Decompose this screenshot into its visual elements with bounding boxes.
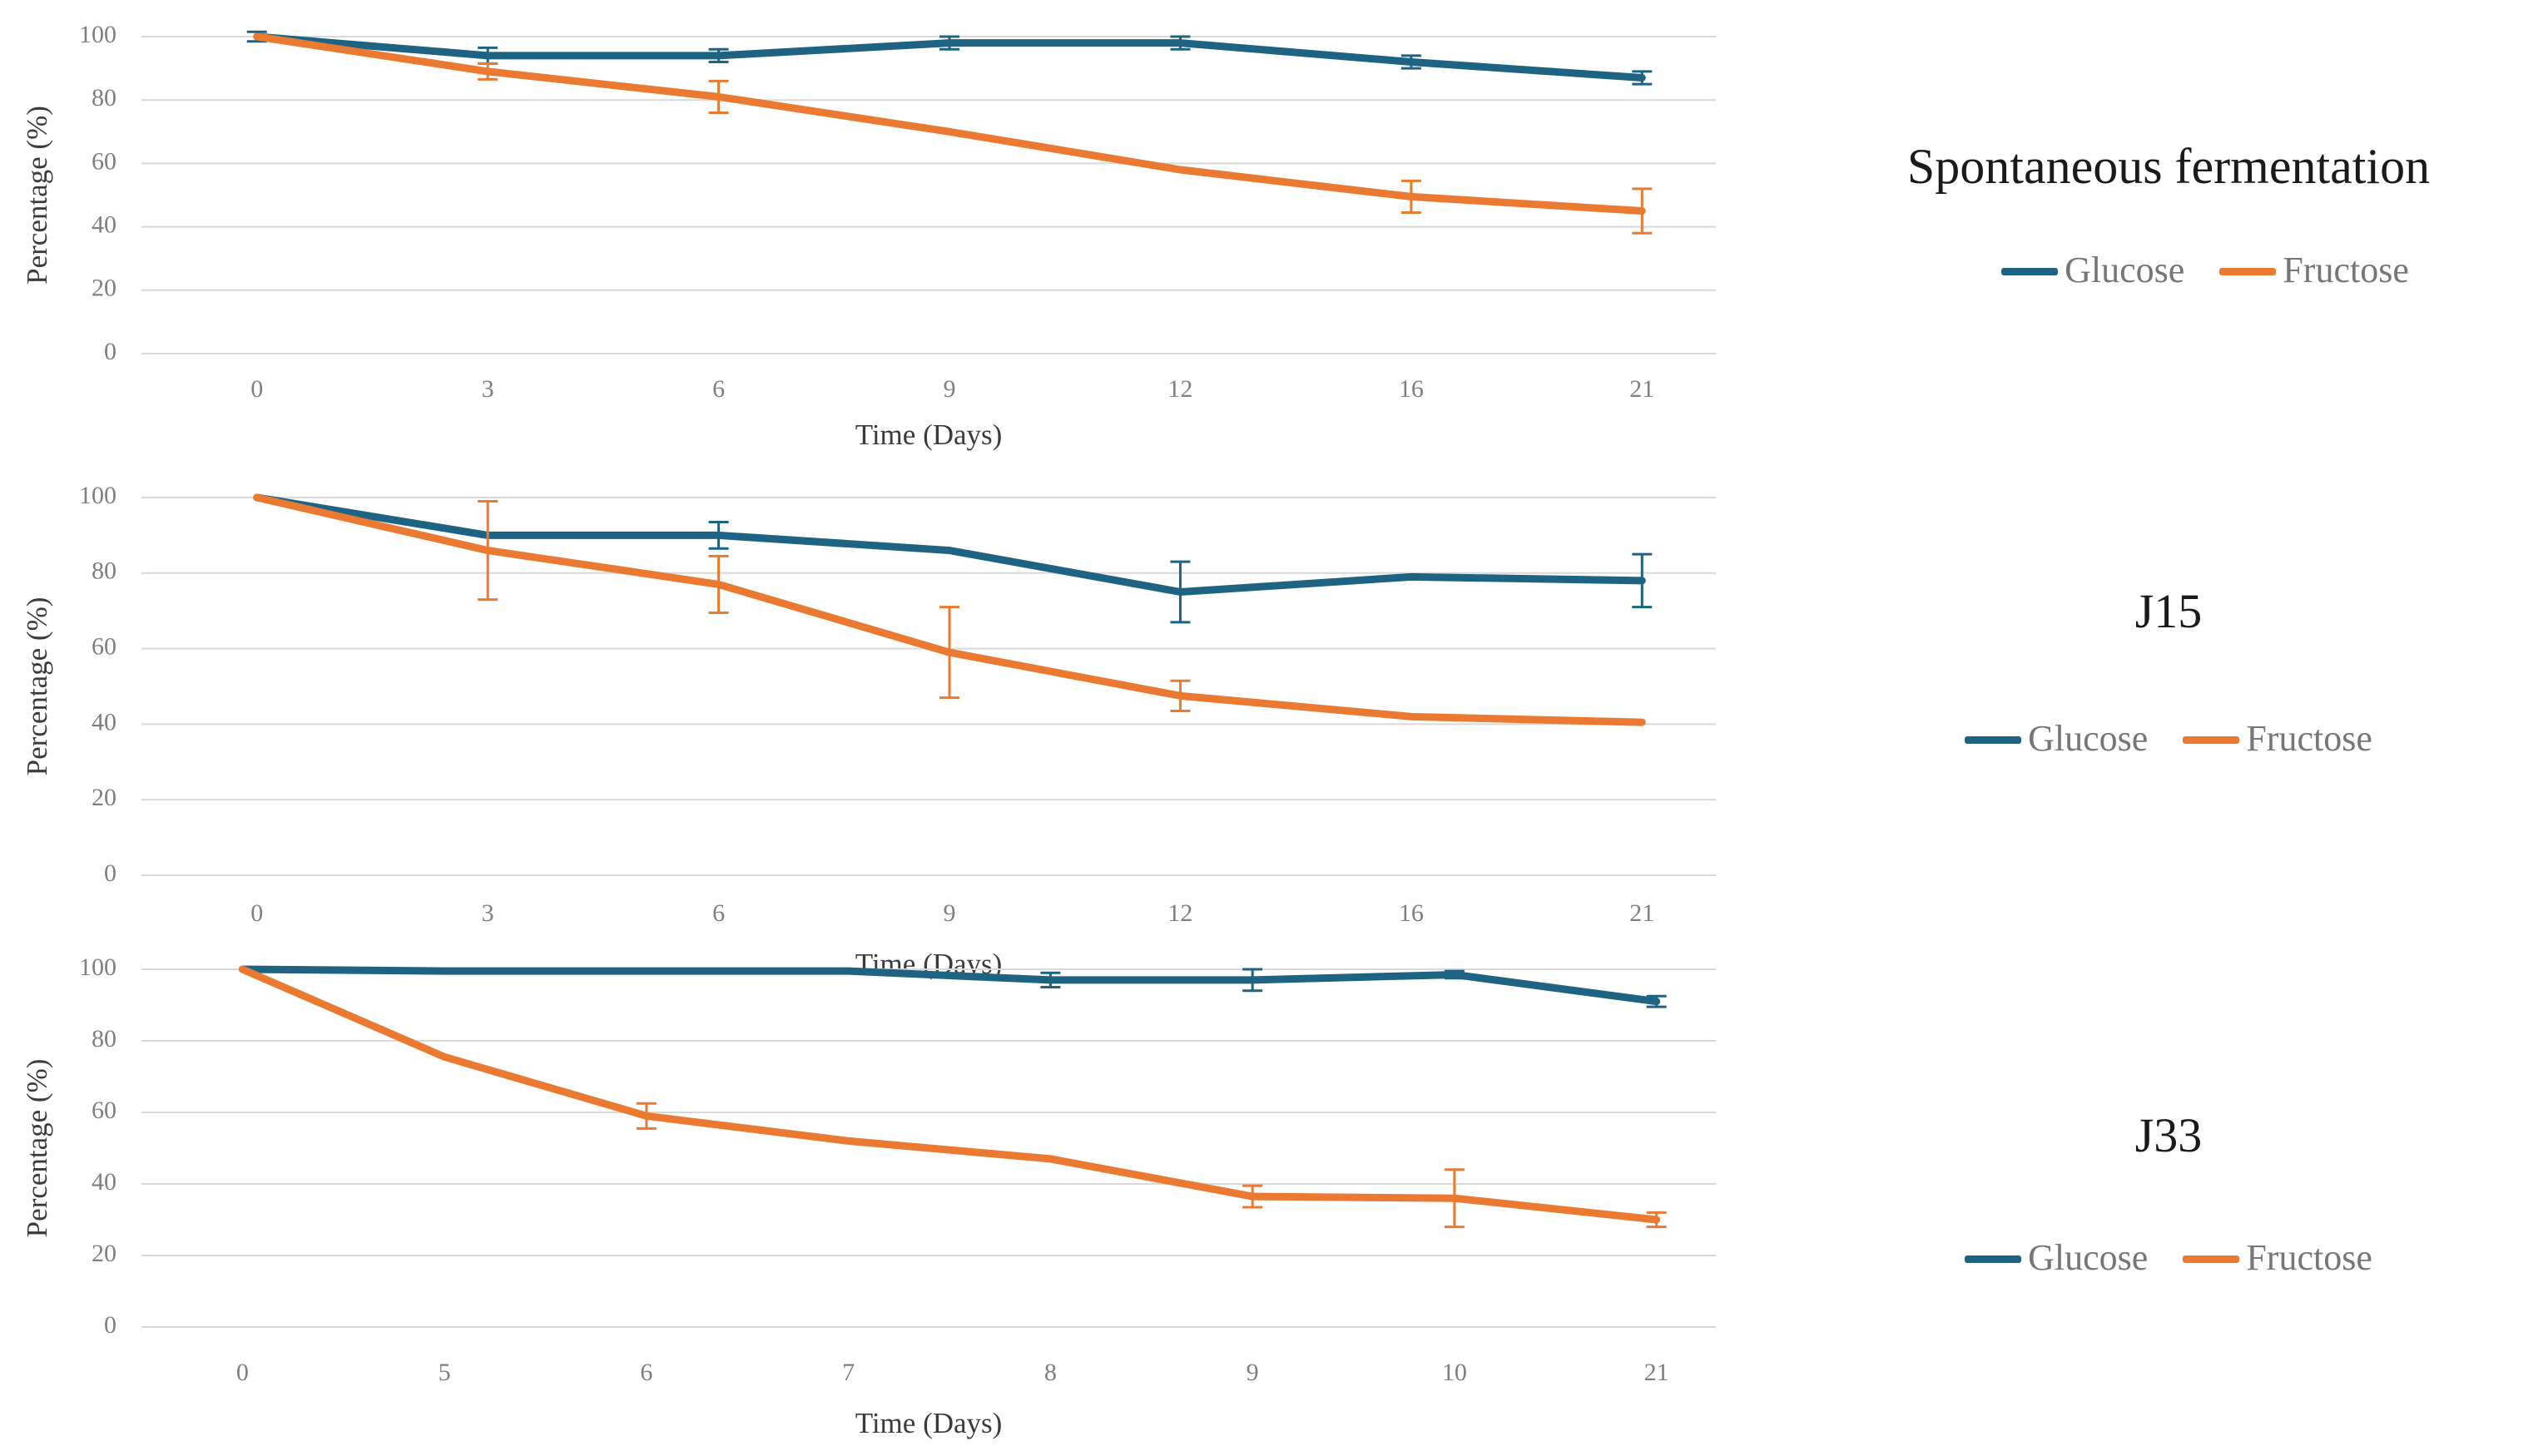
x-tick-label: 3 xyxy=(482,899,494,927)
y-tick-label: 20 xyxy=(92,784,116,811)
glucose-legend-dash xyxy=(1965,1255,2022,1264)
glucose-error-bar xyxy=(1632,70,1653,86)
x-tick-label: 9 xyxy=(944,899,956,927)
panel-title-j15: J15 xyxy=(2134,584,2203,638)
legend-label-fructose: Fructose xyxy=(2246,718,2372,759)
glucose-error-bar xyxy=(1170,35,1191,51)
glucose-error-bar xyxy=(1242,968,1263,993)
y-tick-label: 20 xyxy=(92,1240,116,1267)
y-tick-label: 80 xyxy=(92,1025,116,1052)
x-tick-label: 7 xyxy=(842,1359,855,1386)
panel-title-j33: J33 xyxy=(2134,1108,2203,1162)
y-tick-label: 0 xyxy=(104,338,116,365)
x-tick-label: 12 xyxy=(1167,899,1192,927)
y-axis-title: Percentage (%) xyxy=(21,106,53,285)
fructose-error-bar xyxy=(1242,1184,1263,1209)
x-tick-label: 0 xyxy=(250,375,263,403)
glucose-error-bar xyxy=(708,47,729,63)
legend-label-glucose: Glucose xyxy=(2028,1237,2149,1278)
glucose-error-bar xyxy=(1646,994,1667,1008)
glucose-error-bar xyxy=(1170,560,1191,624)
x-tick-label: 12 xyxy=(1167,375,1192,403)
y-tick-label: 60 xyxy=(92,1097,116,1124)
x-axis-title: Time (Days) xyxy=(855,418,1003,451)
fructose-error-bar xyxy=(939,606,959,700)
glucose-legend-dash xyxy=(2001,268,2059,276)
x-tick-label: 0 xyxy=(236,1359,249,1386)
y-axis-title: Percentage (%) xyxy=(21,597,53,776)
glucose-error-bar xyxy=(1040,971,1061,988)
fructose-error-bar xyxy=(1400,179,1421,214)
y-tick-label: 40 xyxy=(92,708,116,735)
legend-label-glucose: Glucose xyxy=(2065,250,2185,290)
fructose-error-bar xyxy=(1646,1211,1667,1229)
x-tick-label: 9 xyxy=(1247,1359,1259,1386)
legend-label-fructose: Fructose xyxy=(2246,1237,2372,1278)
x-tick-label: 16 xyxy=(1399,899,1424,927)
x-tick-label: 3 xyxy=(482,375,494,403)
y-tick-label: 60 xyxy=(92,632,116,660)
y-axis-title: Percentage (%) xyxy=(21,1059,53,1238)
glucose-error-bar xyxy=(1400,54,1421,70)
fructose-error-bar xyxy=(1632,187,1653,235)
fructose-legend-dash xyxy=(2219,268,2277,276)
fructose-error-bar xyxy=(478,500,498,602)
legend-label-glucose: Glucose xyxy=(2028,718,2149,759)
legend-label-fructose: Fructose xyxy=(2283,250,2409,290)
glucose-error-bar xyxy=(1632,552,1653,609)
chart-panel-2: 100 80 60 40 20 0 0 5 6 7 8 9 10 21 Time (Days) Percent… xyxy=(21,953,1716,1439)
y-tick-label: 80 xyxy=(92,84,116,111)
y-tick-label: 60 xyxy=(92,147,116,175)
y-tick-label: 100 xyxy=(79,482,116,509)
x-tick-label: 6 xyxy=(712,375,725,403)
fructose-error-bar xyxy=(1170,679,1191,713)
x-tick-label: 8 xyxy=(1044,1359,1057,1386)
y-tick-label: 40 xyxy=(92,1168,116,1196)
fructose-error-bar xyxy=(1444,1168,1465,1229)
y-tick-label: 0 xyxy=(104,1311,116,1339)
x-tick-label: 21 xyxy=(1644,1359,1669,1386)
legend-j33: Glucose Fructose xyxy=(1789,1236,2548,1280)
glucose-legend-dash xyxy=(1965,736,2022,745)
legend-j15: Glucose Fructose xyxy=(1789,717,2548,760)
x-tick-label: 6 xyxy=(640,1359,652,1386)
x-tick-label: 6 xyxy=(712,899,725,927)
y-tick-label: 40 xyxy=(92,210,116,238)
fructose-error-bar xyxy=(636,1102,657,1130)
panel-title-spontaneous: Spontaneous fermentation xyxy=(1906,139,2431,194)
chart-panel-0: 100 80 60 40 20 0 0 3 6 9 12 16 21 Time (Days) Percent… xyxy=(21,21,1716,451)
glucose-error-bar xyxy=(939,35,959,51)
fructose-error-bar xyxy=(708,79,729,114)
glucose-error-bar xyxy=(708,521,729,550)
x-tick-label: 10 xyxy=(1442,1359,1467,1386)
chart-side-labels: Spontaneous fermentation Glucose Fructose… xyxy=(1789,0,2548,1456)
x-tick-label: 9 xyxy=(944,375,956,403)
glucose-line xyxy=(238,965,1661,1006)
x-tick-label: 16 xyxy=(1399,375,1424,403)
y-tick-label: 80 xyxy=(92,557,116,585)
fructose-legend-dash xyxy=(2183,1255,2240,1264)
x-tick-label: 21 xyxy=(1629,899,1654,927)
fructose-legend-dash xyxy=(2183,736,2240,745)
x-axis-title: Time (Days) xyxy=(855,1407,1003,1439)
y-tick-label: 0 xyxy=(104,859,116,887)
y-tick-label: 100 xyxy=(79,953,116,981)
x-tick-label: 21 xyxy=(1629,375,1654,403)
legend-spontaneous: Glucose Fructose xyxy=(1826,249,2548,292)
x-tick-label: 5 xyxy=(439,1359,451,1386)
y-tick-label: 20 xyxy=(92,275,116,302)
glucose-error-bar xyxy=(1444,969,1465,980)
fructose-error-bar xyxy=(708,554,729,614)
fructose-line xyxy=(238,965,1661,1224)
x-tick-label: 0 xyxy=(250,899,263,927)
y-tick-label: 100 xyxy=(79,21,116,48)
fructose-error-bar xyxy=(478,62,498,81)
